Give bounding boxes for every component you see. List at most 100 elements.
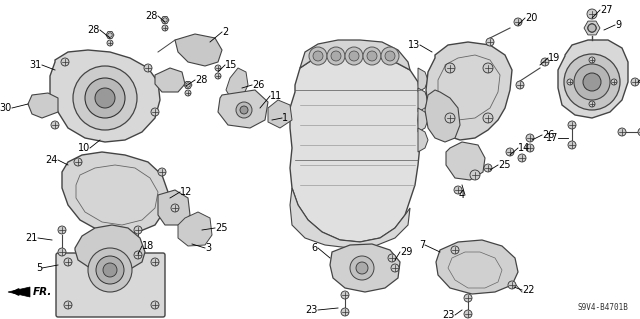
Circle shape <box>107 40 113 46</box>
Circle shape <box>574 64 610 100</box>
Text: 28: 28 <box>195 75 207 85</box>
Circle shape <box>64 301 72 309</box>
Circle shape <box>631 78 639 86</box>
Circle shape <box>568 141 576 149</box>
Text: 20: 20 <box>525 13 538 23</box>
Text: 18: 18 <box>142 241 154 251</box>
Polygon shape <box>226 68 248 100</box>
Circle shape <box>638 128 640 136</box>
Text: 4: 4 <box>459 190 465 200</box>
Polygon shape <box>268 100 292 128</box>
Text: 14: 14 <box>518 143 531 153</box>
Polygon shape <box>28 93 58 118</box>
Polygon shape <box>290 55 420 242</box>
Circle shape <box>508 281 516 289</box>
Circle shape <box>567 79 573 85</box>
Circle shape <box>514 18 522 26</box>
Circle shape <box>162 25 168 31</box>
Text: 26: 26 <box>542 130 554 140</box>
Circle shape <box>611 79 617 85</box>
Text: 27: 27 <box>600 5 612 15</box>
Text: FR.: FR. <box>33 287 52 297</box>
Circle shape <box>240 106 248 114</box>
Polygon shape <box>178 212 212 246</box>
Circle shape <box>363 47 381 65</box>
Circle shape <box>144 64 152 72</box>
Circle shape <box>526 134 534 142</box>
Circle shape <box>215 65 221 71</box>
Text: 1: 1 <box>282 113 288 123</box>
Circle shape <box>518 154 526 162</box>
Circle shape <box>103 263 117 277</box>
Text: 6: 6 <box>312 243 318 253</box>
Circle shape <box>484 164 492 172</box>
Circle shape <box>568 121 576 129</box>
Circle shape <box>58 226 66 234</box>
Circle shape <box>349 51 359 61</box>
Circle shape <box>95 88 115 108</box>
Polygon shape <box>158 190 190 225</box>
Circle shape <box>516 81 524 89</box>
Text: 30: 30 <box>0 103 12 113</box>
Circle shape <box>88 248 132 292</box>
Text: 13: 13 <box>408 40 420 50</box>
Circle shape <box>587 9 597 19</box>
Polygon shape <box>418 128 428 152</box>
Polygon shape <box>218 90 268 128</box>
Circle shape <box>445 63 455 73</box>
Circle shape <box>151 258 159 266</box>
Text: 9: 9 <box>615 20 621 30</box>
Circle shape <box>134 251 142 259</box>
Text: 10: 10 <box>77 143 90 153</box>
Polygon shape <box>418 88 428 112</box>
Polygon shape <box>62 152 168 235</box>
Polygon shape <box>161 17 169 24</box>
Text: 11: 11 <box>270 91 282 101</box>
Circle shape <box>74 158 82 166</box>
Circle shape <box>64 258 72 266</box>
Text: 23: 23 <box>443 310 455 319</box>
Polygon shape <box>426 42 512 140</box>
Text: 19: 19 <box>548 53 560 63</box>
Polygon shape <box>558 40 628 118</box>
Polygon shape <box>155 68 185 92</box>
Circle shape <box>589 57 595 63</box>
Text: S9V4-B4701B: S9V4-B4701B <box>577 303 628 313</box>
Polygon shape <box>75 225 145 270</box>
Polygon shape <box>330 244 400 292</box>
Text: 25: 25 <box>215 223 227 233</box>
Circle shape <box>381 47 399 65</box>
Circle shape <box>486 38 494 46</box>
Text: 24: 24 <box>45 155 58 165</box>
Text: 21: 21 <box>26 233 38 243</box>
Circle shape <box>391 264 399 272</box>
Polygon shape <box>106 32 114 39</box>
Circle shape <box>445 113 455 123</box>
Text: 12: 12 <box>180 187 193 197</box>
Circle shape <box>385 51 395 61</box>
Circle shape <box>589 101 595 107</box>
Polygon shape <box>418 108 428 132</box>
Polygon shape <box>436 240 518 294</box>
Text: 23: 23 <box>306 305 318 315</box>
Polygon shape <box>290 188 410 248</box>
Circle shape <box>506 148 514 156</box>
Circle shape <box>583 73 601 91</box>
Circle shape <box>356 262 368 274</box>
Circle shape <box>541 58 549 66</box>
Circle shape <box>451 246 459 254</box>
Circle shape <box>151 301 159 309</box>
Polygon shape <box>50 50 160 142</box>
Circle shape <box>588 24 596 32</box>
Circle shape <box>158 168 166 176</box>
Circle shape <box>618 128 626 136</box>
Text: 17: 17 <box>546 133 558 143</box>
Circle shape <box>185 90 191 96</box>
Text: 25: 25 <box>498 160 511 170</box>
Text: 31: 31 <box>29 60 42 70</box>
Polygon shape <box>175 34 222 66</box>
Circle shape <box>108 33 112 37</box>
Polygon shape <box>584 21 600 35</box>
Circle shape <box>341 291 349 299</box>
Text: 26: 26 <box>252 80 264 90</box>
